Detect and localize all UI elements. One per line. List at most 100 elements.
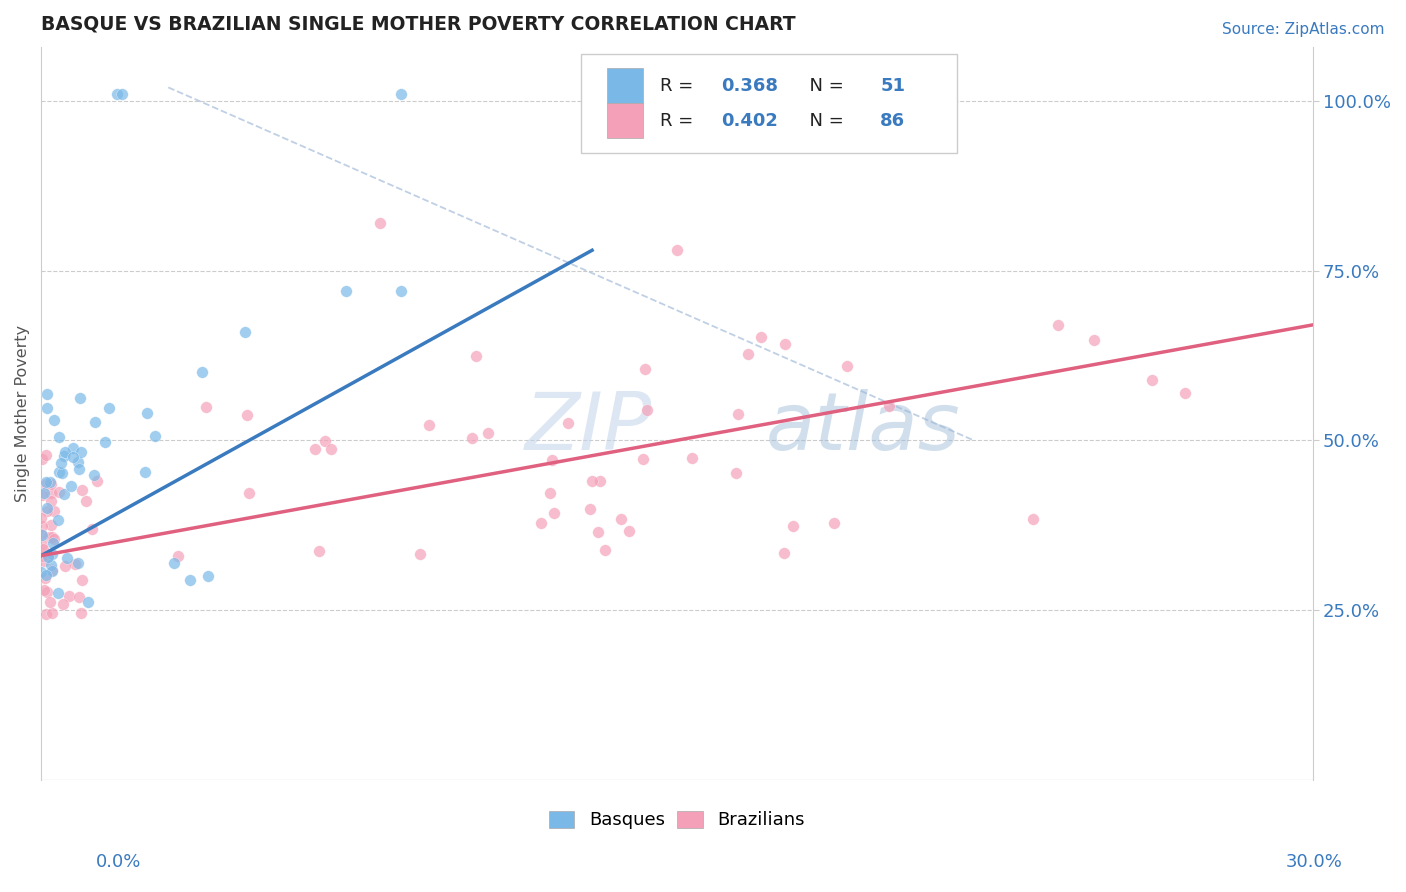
Point [77,595,100,609]
Point [579,501,602,516]
Point [586,524,609,539]
Point [823,516,845,530]
Point [725,466,748,480]
Point [304,442,326,457]
Point [134,465,156,479]
Point [37,386,59,401]
Point [30,527,52,541]
Point [111,87,134,102]
Point [368,216,391,230]
Point [30,565,52,579]
Point [35,448,58,462]
Point [105,87,128,102]
Point [94,434,117,449]
Point [70,606,93,620]
Text: 0.368: 0.368 [721,77,779,95]
Point [60,478,83,492]
Point [62,441,84,455]
Point [67,455,90,469]
Point [86,474,108,488]
Point [557,416,579,430]
Point [236,409,259,423]
Y-axis label: Single Mother Poverty: Single Mother Poverty [15,325,30,501]
Point [83,468,105,483]
Text: 0.0%: 0.0% [96,853,141,871]
Point [238,486,260,500]
Point [70,483,93,497]
Point [75,494,97,508]
Point [1083,333,1105,347]
Point [782,519,804,533]
Point [837,359,859,373]
Point [609,512,631,526]
Point [589,474,612,488]
Point [409,547,432,561]
Point [42,413,65,427]
Point [32,485,55,500]
Point [197,568,219,582]
Point [633,361,655,376]
Point [37,401,59,416]
Point [37,549,59,564]
Point [39,476,62,491]
Point [39,494,62,508]
Text: N =: N = [797,77,849,95]
Point [82,522,104,536]
Point [665,244,688,258]
Point [51,456,73,470]
Point [51,466,73,480]
Point [593,543,616,558]
Point [55,551,77,566]
Point [389,284,412,298]
Point [681,451,703,466]
Point [42,504,65,518]
Point [538,486,561,500]
Point [70,445,93,459]
Point [39,595,62,609]
Point [31,488,53,502]
Point [37,549,59,564]
Point [464,349,486,363]
Point [737,347,759,361]
Point [314,434,336,449]
Point [31,452,53,467]
Point [1022,512,1045,526]
FancyBboxPatch shape [607,68,643,103]
Text: Source: ZipAtlas.com: Source: ZipAtlas.com [1222,22,1385,37]
Point [35,584,58,599]
Text: R =: R = [661,112,699,129]
Point [41,547,63,561]
Text: 0.402: 0.402 [721,112,779,129]
Text: 51: 51 [880,77,905,95]
FancyBboxPatch shape [582,54,956,153]
Point [1174,385,1197,400]
Point [39,518,62,533]
Point [58,589,80,603]
Point [46,514,69,528]
Point [194,400,217,414]
Text: R =: R = [661,77,699,95]
Point [69,391,91,405]
Point [67,461,90,475]
Point [335,284,357,298]
Point [41,606,63,620]
Point [179,573,201,587]
Point [773,336,796,351]
Point [35,475,58,489]
Point [83,415,105,429]
Point [39,486,62,500]
Point [308,544,330,558]
Point [35,607,58,621]
Point [477,425,499,440]
Point [32,582,55,597]
Point [1047,318,1070,332]
Point [48,465,70,479]
Point [749,330,772,344]
Point [143,429,166,443]
Point [46,585,69,599]
Point [98,401,121,415]
Point [35,477,58,491]
Point [70,573,93,587]
Point [1140,373,1163,387]
Point [233,325,256,339]
